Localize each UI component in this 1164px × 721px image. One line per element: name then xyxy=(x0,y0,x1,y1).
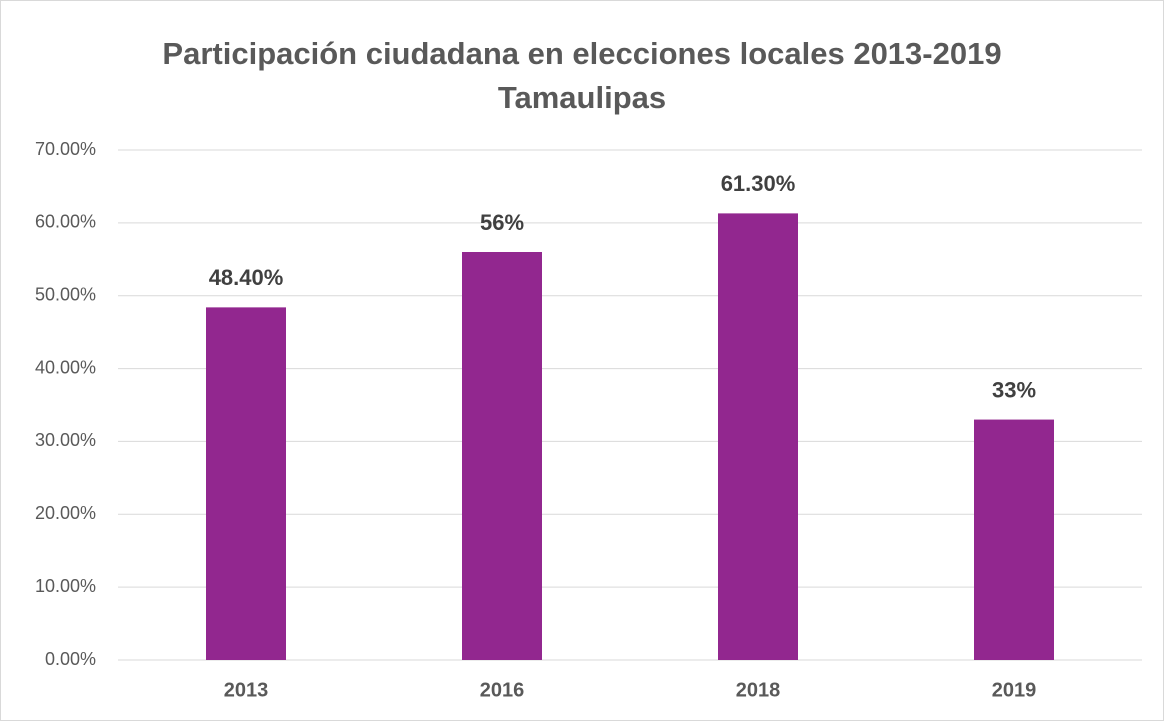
chart-title: Tamaulipas xyxy=(498,80,666,115)
y-tick-label: 10.00% xyxy=(35,576,96,596)
bar xyxy=(462,252,542,660)
y-tick-label: 50.00% xyxy=(35,284,96,304)
bar xyxy=(974,419,1054,660)
y-tick-label: 40.00% xyxy=(35,357,96,377)
chart-title: Participación ciudadana en elecciones lo… xyxy=(162,36,1001,71)
x-tick-label: 2016 xyxy=(480,679,525,701)
x-tick-label: 2013 xyxy=(224,679,269,701)
data-label: 61.30% xyxy=(721,171,796,196)
y-tick-label: 60.00% xyxy=(35,212,96,232)
y-tick-label: 20.00% xyxy=(35,503,96,523)
y-tick-label: 0.00% xyxy=(45,649,96,669)
bar xyxy=(718,213,798,660)
bar xyxy=(206,307,286,660)
data-label: 33% xyxy=(992,377,1036,402)
x-tick-label: 2018 xyxy=(736,679,781,701)
data-label: 56% xyxy=(480,210,524,235)
y-tick-label: 30.00% xyxy=(35,430,96,450)
x-tick-label: 2019 xyxy=(992,679,1037,701)
data-label: 48.40% xyxy=(209,265,284,290)
y-tick-label: 70.00% xyxy=(35,139,96,159)
